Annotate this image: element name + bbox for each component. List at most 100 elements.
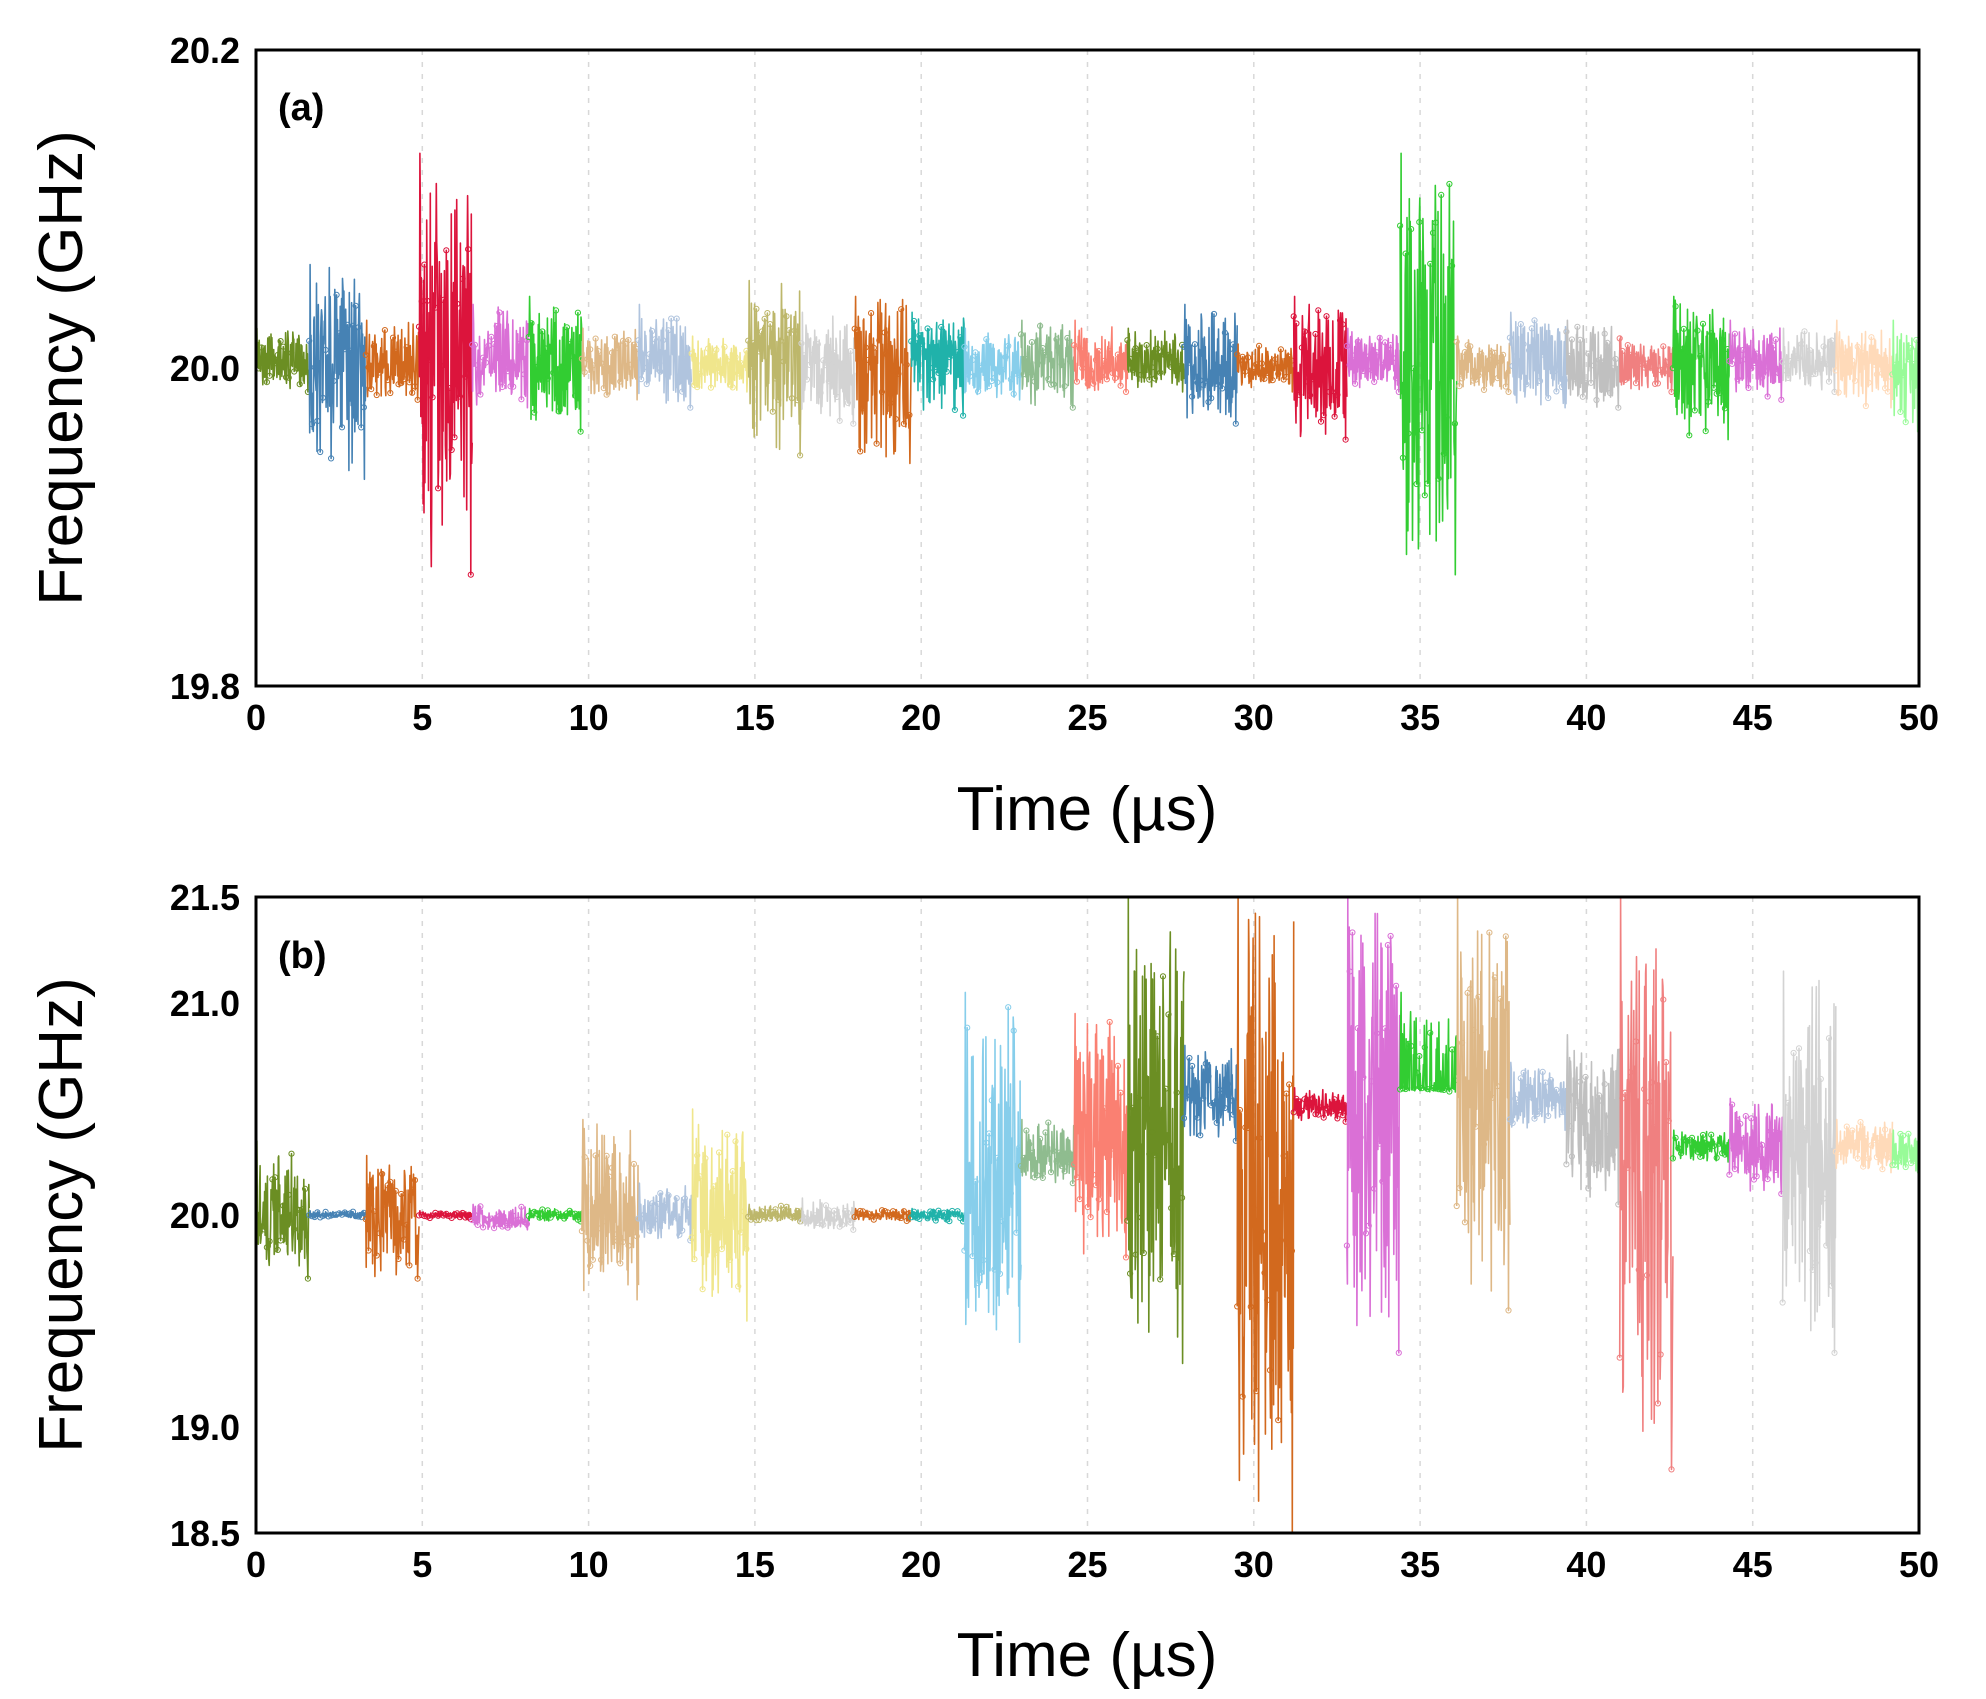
- a-series-5-point: [515, 340, 522, 348]
- b-series-16-point: [1090, 1171, 1097, 1178]
- b-series-11-point: [801, 1215, 808, 1222]
- a-series-18-point: [1227, 345, 1234, 353]
- a-series-9-point: [710, 365, 717, 372]
- b-series-24-point: [1542, 1079, 1549, 1086]
- b-series-8-point: [673, 1195, 680, 1202]
- b-series-24-point: [1509, 1120, 1516, 1127]
- b-series-15-point: [1056, 1149, 1063, 1156]
- a-series-4-point: [443, 247, 450, 254]
- a-series-16-point: [1101, 357, 1108, 364]
- a-series-26-point: [1627, 351, 1634, 358]
- b-series-19-point: [1288, 1247, 1296, 1255]
- a-series-15-point: [1061, 383, 1068, 390]
- b-series-20-point: [1339, 1112, 1346, 1119]
- a-series-3-point: [387, 389, 394, 397]
- b-series-12-trace: [853, 1207, 912, 1223]
- a-series-3-point: [365, 364, 372, 371]
- b-series-26-point: [1619, 1095, 1626, 1102]
- b-series-8-point: [681, 1195, 689, 1202]
- a-series-4-point: [424, 297, 431, 304]
- a-series-3-point: [376, 369, 383, 376]
- a-series-23-point: [1483, 366, 1490, 373]
- b-series-9-point: [716, 1149, 723, 1156]
- a-series-22-point: [1438, 191, 1445, 198]
- a-series-2-point: [322, 346, 329, 353]
- b-series-6-point: [572, 1210, 579, 1217]
- a-series-20: [1290, 295, 1349, 443]
- a-series-14-point: [1005, 342, 1012, 350]
- b-x-tick-label-3: 15: [735, 1544, 775, 1585]
- a-series-14-point: [986, 383, 993, 390]
- a-series-1-point: [299, 368, 306, 375]
- b-series-25-point: [1587, 1108, 1595, 1115]
- b-series-23-point: [1467, 986, 1474, 993]
- a-series-4: [415, 152, 474, 578]
- b-series-29: [1779, 970, 1838, 1356]
- a-series-19-point: [1283, 373, 1290, 380]
- a-series-1-point: [269, 355, 276, 362]
- a-series-27-point: [1702, 428, 1709, 435]
- a-series-9-trace: [690, 335, 749, 393]
- a-series-17-point: [1154, 345, 1161, 352]
- b-series-18-point: [1180, 1115, 1188, 1122]
- a-series-26-point: [1657, 367, 1664, 374]
- a-series-13-trace: [910, 311, 966, 417]
- b-series-7-point: [630, 1160, 638, 1168]
- a-series-16-point: [1079, 365, 1086, 372]
- a-series-29-point: [1815, 359, 1822, 366]
- b-series-4-point: [459, 1209, 466, 1217]
- a-series-10: [745, 279, 804, 459]
- a-series-9-point: [729, 384, 736, 391]
- b-series-9-point: [729, 1168, 736, 1175]
- b-series-19-point: [1261, 1269, 1268, 1277]
- b-series-17-point: [1173, 1089, 1180, 1096]
- a-series-28-point: [1775, 370, 1782, 377]
- b-series-12-point: [876, 1213, 883, 1220]
- b-series-9-point: [696, 1173, 704, 1180]
- b-series-30-point: [1832, 1148, 1839, 1155]
- a-series-10-point: [745, 337, 752, 344]
- b-series-9-point: [732, 1138, 739, 1145]
- a-series-5-point: [485, 342, 492, 349]
- b-series-15-point: [1053, 1158, 1060, 1165]
- a-series-10-point: [764, 310, 771, 317]
- b-series-5-point: [491, 1225, 498, 1232]
- a-series-30-point: [1865, 379, 1872, 386]
- a-series-7-point: [611, 333, 618, 340]
- a-series-22-point: [1402, 250, 1409, 257]
- a-series-7: [578, 327, 640, 401]
- b-series-25-point: [1590, 1160, 1597, 1167]
- a-series-28-point: [1740, 346, 1747, 354]
- a-series-17-point: [1151, 375, 1158, 382]
- a-series-1-point: [288, 349, 295, 357]
- a-series-3-point: [411, 383, 418, 390]
- b-series-23-point: [1489, 1094, 1496, 1101]
- a-series-4-point: [456, 393, 463, 400]
- b-series-8-point: [665, 1192, 672, 1199]
- b-series-7-point: [628, 1214, 635, 1222]
- a-series-21-point: [1387, 342, 1394, 349]
- a-series-13-point: [943, 368, 950, 375]
- a-series-24-point: [1520, 341, 1527, 348]
- a-series-24-point: [1542, 347, 1549, 355]
- a-series-8: [635, 303, 694, 411]
- a-series-3-point: [381, 327, 388, 334]
- a-series-7-point: [581, 369, 588, 376]
- b-series-7-point: [592, 1152, 599, 1159]
- b-series-26: [1616, 897, 1675, 1473]
- b-series-19-point: [1266, 1367, 1274, 1374]
- a-series-10-point: [788, 395, 796, 402]
- b-series-11-point: [820, 1221, 827, 1228]
- a-x-tick-label-2: 10: [569, 697, 609, 738]
- a-series-24-point: [1526, 347, 1533, 354]
- b-series-21-point: [1384, 942, 1392, 949]
- a-series-8-point: [665, 327, 672, 334]
- b-series-5-point: [488, 1215, 495, 1222]
- b-series-5: [469, 1203, 531, 1232]
- b-series-18-point: [1213, 1119, 1220, 1126]
- a-series-30-point: [1851, 377, 1859, 384]
- a-series-17-point: [1124, 337, 1131, 344]
- b-series-17-point: [1165, 1011, 1172, 1018]
- a-series-11-point: [833, 393, 841, 400]
- a-series-11-point: [842, 358, 849, 365]
